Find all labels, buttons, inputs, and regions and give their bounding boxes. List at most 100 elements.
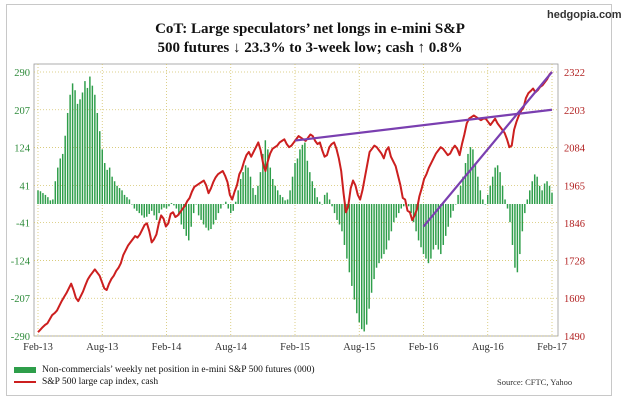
y-right-tick-label: 1609 — [564, 294, 585, 305]
net-position-bar — [170, 203, 173, 204]
net-position-bar — [496, 165, 499, 204]
legend-entry-bars: Non-commercials’ weekly net position in … — [14, 364, 315, 376]
net-position-bar — [529, 190, 531, 204]
net-position-bar — [64, 135, 66, 204]
net-position-bar — [551, 192, 553, 204]
net-position-bar — [121, 190, 123, 204]
net-position-bar — [61, 153, 64, 204]
y-right-tick-label: 2203 — [564, 106, 585, 117]
net-position-bar — [254, 194, 257, 204]
net-position-bar — [422, 204, 425, 255]
net-position-bar — [388, 204, 390, 241]
net-position-bar — [318, 201, 321, 204]
chart-frame — [6, 4, 612, 396]
net-position-bar — [47, 197, 49, 204]
net-position-bar — [66, 112, 69, 204]
net-position-bar — [259, 172, 262, 204]
brand-label: hedgopia.com — [547, 9, 622, 21]
net-position-bar — [247, 167, 249, 204]
net-position-bar — [188, 204, 190, 241]
axis-layer: 290 2322 207 2203 124 2084 41 1965 -41 1846 -124 17… — [11, 68, 586, 353]
y-left-tick-label: -41 — [16, 219, 30, 230]
net-position-bar — [474, 163, 477, 204]
net-position-bar — [42, 193, 44, 204]
net-position-bar — [136, 204, 138, 211]
net-position-bar — [37, 190, 39, 204]
net-position-bar — [91, 85, 94, 204]
net-position-bar — [341, 204, 343, 232]
net-position-bar — [133, 204, 136, 209]
legend-label-bars: Non-commercials’ weekly net position in … — [42, 365, 315, 375]
sp500-line-layer — [37, 71, 553, 333]
y-right-tick-label: 1846 — [564, 219, 585, 230]
net-position-bar — [417, 204, 420, 241]
net-position-bar — [511, 204, 514, 245]
net-position-bar — [180, 204, 183, 225]
net-position-bar — [314, 188, 316, 204]
legend-swatch-bars — [14, 367, 36, 373]
net-position-bar — [160, 204, 163, 210]
net-position-bar — [215, 204, 217, 220]
y-left-tick-label: 290 — [14, 68, 30, 79]
net-position-bar — [264, 140, 267, 204]
net-position-bar — [207, 204, 210, 231]
net-position-bar — [462, 176, 464, 204]
net-position-bar — [469, 147, 472, 204]
net-position-bar — [415, 204, 417, 232]
net-position-bar — [279, 194, 281, 204]
net-position-bar — [272, 178, 274, 204]
net-position-bar — [227, 204, 230, 209]
net-position-bar — [286, 199, 289, 204]
net-position-bar — [501, 185, 504, 204]
net-position-bar — [360, 204, 363, 330]
net-position-bar — [262, 153, 264, 204]
net-position-bar — [425, 204, 427, 259]
net-position-bar — [113, 181, 116, 204]
net-position-bar — [326, 192, 328, 204]
net-position-bar — [398, 204, 400, 214]
net-position-bar — [452, 204, 454, 211]
net-position-bar — [57, 167, 59, 204]
net-position-bar — [289, 190, 291, 204]
net-position-bar — [96, 112, 99, 204]
net-position-bar — [276, 190, 279, 204]
net-position-bar — [479, 190, 482, 204]
net-position-bar — [363, 204, 365, 332]
net-position-bar — [321, 204, 323, 205]
net-position-bar — [99, 131, 101, 204]
y-left-tick-label: 41 — [20, 181, 31, 192]
legend-label-line: S&P 500 large cap index, cash — [42, 377, 159, 387]
net-position-bar — [385, 204, 388, 250]
net-position-bar — [393, 204, 395, 223]
y-left-tick-label: 207 — [14, 106, 30, 117]
net-position-bar — [373, 204, 375, 280]
net-position-bar — [291, 176, 294, 204]
net-position-bar — [94, 94, 96, 204]
net-position-bar — [464, 163, 467, 204]
net-position-bar — [351, 204, 353, 286]
legend-entry-line: S&P 500 large cap index, cash — [14, 376, 315, 388]
net-position-bar — [338, 204, 341, 225]
net-position-bar — [86, 87, 89, 204]
x-tick-label: Feb-16 — [409, 342, 439, 353]
net-position-bar — [407, 204, 410, 207]
net-position-bar — [108, 167, 111, 204]
net-position-bar — [145, 204, 148, 217]
legend-swatch-line — [14, 381, 36, 383]
net-position-bars — [37, 76, 553, 332]
net-position-bar — [54, 181, 57, 204]
net-position-bar — [267, 149, 269, 204]
net-position-bar — [190, 204, 192, 227]
net-position-bar — [192, 204, 195, 214]
net-position-bar — [524, 204, 526, 214]
net-position-bar — [165, 204, 168, 209]
net-position-bar — [427, 204, 430, 264]
net-position-bar — [491, 176, 494, 204]
y-left-tick-label: -290 — [11, 332, 30, 343]
net-position-bar — [178, 204, 180, 216]
net-position-bar — [138, 204, 141, 214]
net-position-bar — [123, 194, 126, 204]
net-position-bar — [420, 204, 422, 248]
net-position-bar — [538, 185, 541, 204]
